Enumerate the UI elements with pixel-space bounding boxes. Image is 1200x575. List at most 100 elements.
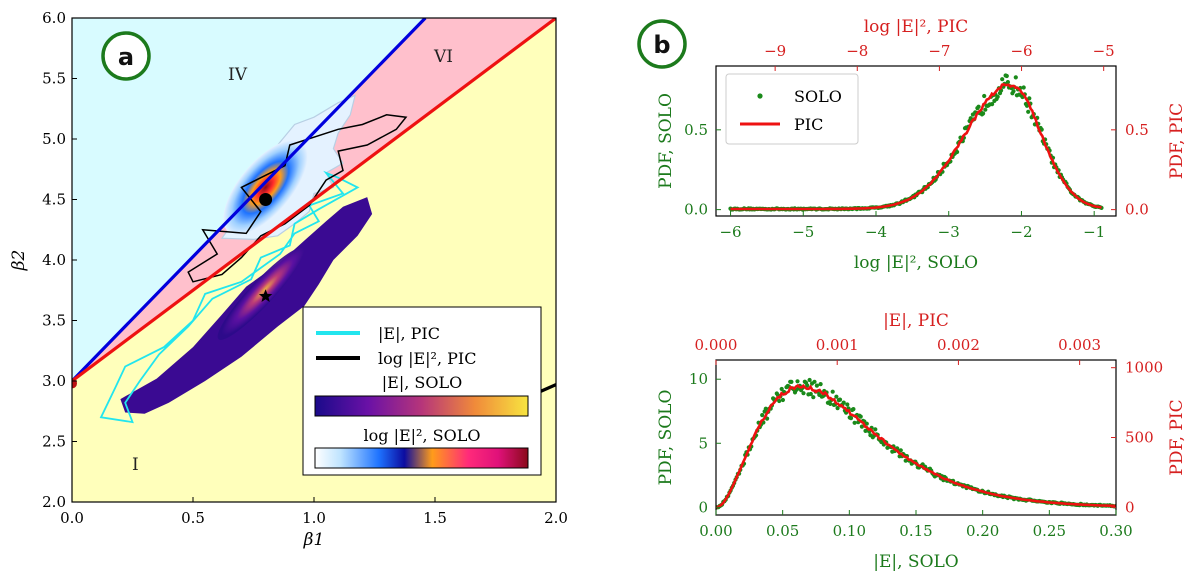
b-bottom-ytick-1: 5 [698,434,708,452]
legend: |E|, PIC log |E|², PIC |E|, SOLO log |E|… [302,306,542,476]
b-bottom-ylabel-right: PDF, PIC [1167,399,1187,475]
b-top-ylabel: PDF, SOLO [656,93,676,189]
b-top-xtick-top-1: −8 [846,42,868,60]
panel-badge-b: b [637,19,687,69]
a-ytick-0: 2.0 [42,493,66,511]
solo-e-blob-core [217,247,304,340]
solo-dot [812,379,817,384]
b-bottom-ytick-2: 10 [689,370,708,388]
contour-pic-e [99,170,360,424]
a-xtick-4: 2.0 [544,509,568,527]
b-bottom-xtick-top-1: 0.001 [816,336,859,354]
b-top-xtick-4: −2 [1010,223,1032,241]
region-label-i: I [132,455,139,475]
a-xtick-0: 0.0 [60,509,84,527]
b-bottom-xtick-top-2: 0.002 [937,336,980,354]
solo-dot [837,397,843,402]
solo-dot [990,102,995,107]
solo-dot [779,386,784,392]
svg-text:b: b [653,31,670,59]
b-bottom-xlabel: |E|, SOLO [873,552,958,572]
solo-dot [864,421,869,426]
b-top-frame [715,65,1117,217]
b-bottom-ylabel: PDF, SOLO [656,390,676,486]
colorbar-custom [314,447,529,469]
b-bottom-ytick-right-0: 0 [1125,498,1135,516]
solo-dot [1011,89,1016,94]
b-top-xtick-2: −4 [865,223,887,241]
solo-dot [1026,109,1031,114]
b-bottom-xtick-3: 0.15 [899,522,932,540]
panel-b: b −6 −5 −4 −3 −2 −1 0.0 0.5 0.0 0.5 −9 −8 −7 −6 −5 log … [637,17,1187,572]
b-top-ylabel-right: PDF, PIC [1167,103,1187,179]
solo-dot [982,93,987,99]
b-bottom-solo-dots [716,377,1116,510]
solo-dot [1005,80,1011,85]
solo-dot [834,394,839,399]
b-legend-dot [757,93,763,99]
b-top-ytick-right-0: 0.0 [1125,201,1149,219]
b-bottom-xtick-top-3: 0.003 [1058,336,1101,354]
solo-dot [859,424,865,429]
a-ytick-3: 3.5 [42,312,66,330]
b-bottom-xtick-4: 0.20 [966,522,999,540]
solo-dot [898,448,903,453]
solo-dot [845,402,850,407]
solo-dot [851,407,856,412]
solo-dot [976,104,981,109]
a-ytick-8: 6.0 [42,9,66,27]
b-bottom-pic-line [716,383,1116,509]
marker-star [258,289,273,302]
solo-dot [830,389,835,394]
solo-density-blobs [120,94,373,414]
legend-label-pic-e: |E|, PIC [378,324,440,343]
b-top-ytick-0: 0.0 [684,201,708,219]
solo-dot [808,391,813,397]
solo-dot [805,383,810,388]
b-legend-solo: SOLO [794,87,842,106]
solo-dot [995,94,1000,99]
b-top-xtick-top-3: −6 [1010,42,1032,60]
b-legend-pic: PIC [794,115,823,134]
b-top-xtick-3: −3 [938,223,960,241]
region-label-vi: VI [433,47,453,67]
a-ytick-4: 4.0 [42,251,66,269]
solo-dot [795,379,800,384]
b-bottom-ytick-right-2: 1000 [1125,359,1163,377]
solo-dot [848,416,854,421]
a-xlabel: β1 [303,530,325,550]
solo-dot [1021,85,1026,90]
b-top-xtick-top-2: −7 [928,42,950,60]
a-ytick-6: 5.0 [42,130,66,148]
svg-text:a: a [118,43,134,71]
panel-a-axes: 0.0 0.5 1.0 1.5 2.0 2.0 2.5 3.0 3.5 4.0 4.5 5.0 5.5 6… [9,9,568,550]
a-ylabel: β2 [9,250,29,272]
a-xtick-1: 0.5 [181,509,205,527]
b-top-xtick-top-0: −9 [764,42,786,60]
b-bottom-ytick-right-1: 500 [1125,429,1154,447]
marker-circle [259,193,273,206]
solo-dot [801,391,806,396]
solo-dot [981,111,986,116]
b-top-pic-line [730,83,1102,211]
b-top-xtick-0: −6 [719,223,741,241]
b-top-ytick-1: 0.5 [684,121,708,139]
a-ytick-5: 4.5 [42,191,66,209]
solo-dot [873,427,878,432]
b-bottom-xlabel-top: |E|, PIC [883,311,949,331]
b-top-ytick-right-1: 0.5 [1125,121,1149,139]
solo-dot [828,401,833,406]
b-top-xtick-1: −5 [792,223,814,241]
panel-a: 0.0 0.5 1.0 1.5 2.0 2.0 2.5 3.0 3.5 4.0 4.5 5.0 5.5 6… [9,9,568,550]
solo-dot [841,400,846,405]
colorbar-label-solo-e: |E|, SOLO [382,373,462,392]
solo-dot [1027,96,1032,101]
solo-dot [777,398,782,404]
solo-dot [818,382,823,387]
boundary-line-0 [72,18,427,383]
b-bottom-xtick-5: 0.25 [1033,522,1066,540]
solo-dot [955,149,960,155]
solo-dot [1004,73,1009,79]
solo-dot [814,383,820,388]
